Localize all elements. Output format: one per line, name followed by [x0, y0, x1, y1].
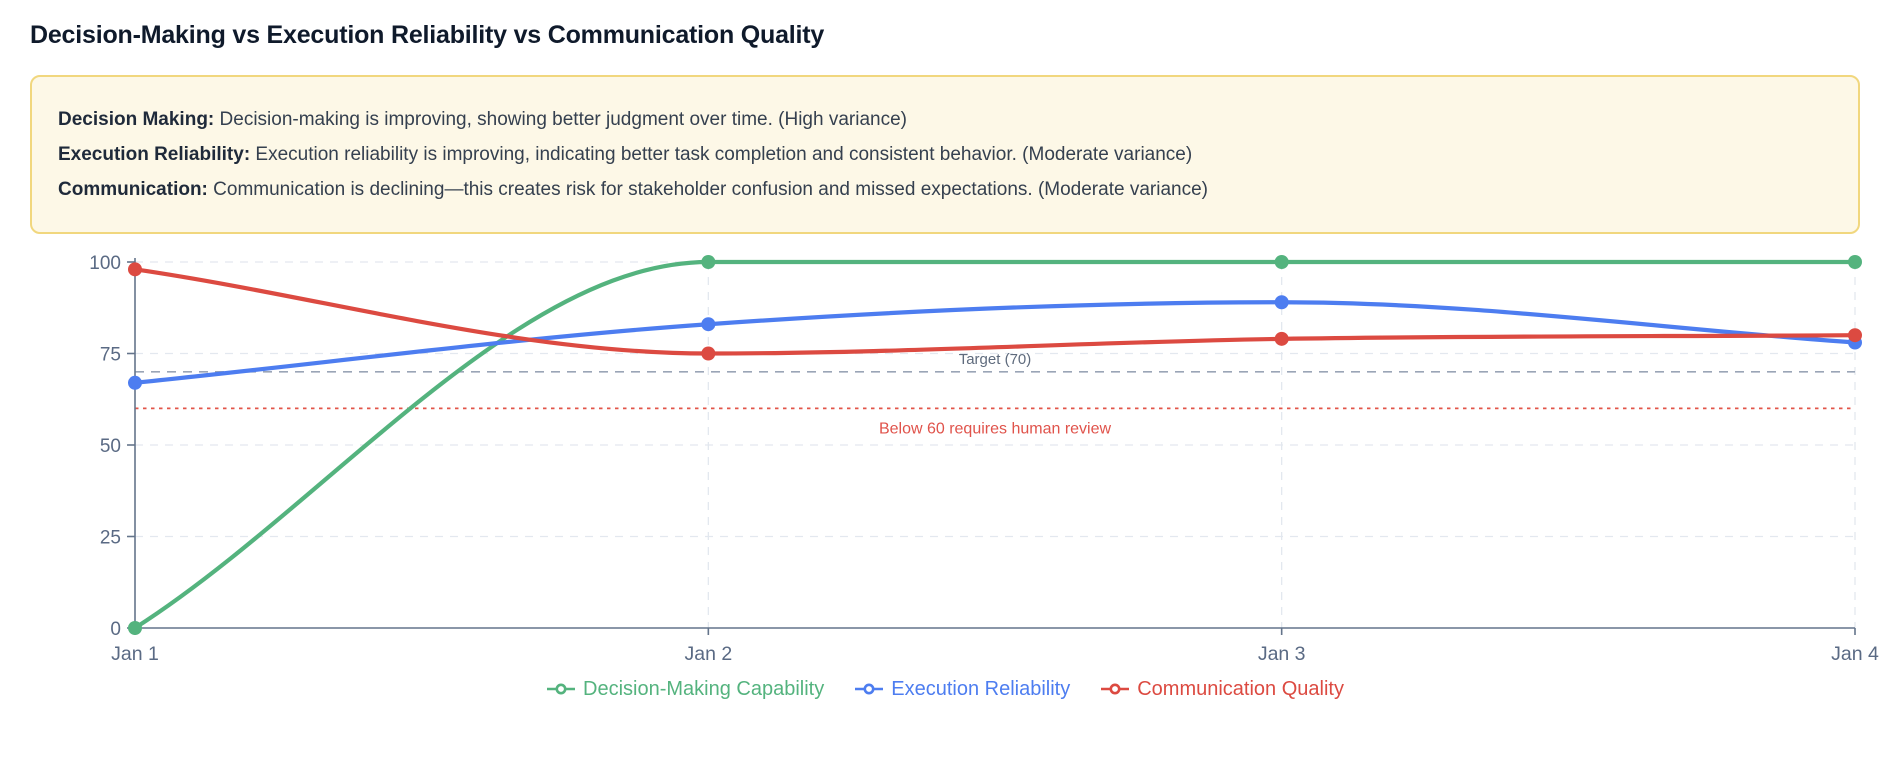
data-point[interactable] [1274, 255, 1289, 269]
legend-item-communication[interactable]: Communication Quality [1100, 676, 1344, 702]
summary-text: Execution reliability is improving, indi… [250, 144, 1193, 165]
x-tick-label: Jan 1 [111, 643, 159, 665]
summary-label: Communication: [58, 179, 208, 200]
y-tick-label: 25 [100, 528, 121, 549]
y-tick-label: 75 [100, 345, 121, 366]
summary-text: Communication is declining—this creates … [207, 179, 1208, 200]
y-tick-label: 50 [100, 436, 121, 457]
legend-label: Communication Quality [1137, 678, 1344, 700]
summary-box: Decision Making: Decision-making is impr… [30, 75, 1860, 234]
y-tick-label: 0 [110, 619, 121, 640]
reference-line-label: Target (70) [959, 351, 1032, 368]
series-line-0 [132, 259, 1858, 631]
data-point[interactable] [128, 621, 142, 635]
legend-item-decision-making[interactable]: Decision-Making Capability [546, 676, 824, 702]
data-point[interactable] [701, 317, 716, 332]
legend-item-execution-reliability[interactable]: Execution Reliability [854, 676, 1070, 702]
series-line-1 [132, 300, 1858, 385]
summary-item-execution-reliability: Execution Reliability: Execution reliabi… [58, 142, 1832, 167]
legend-label: Decision-Making Capability [583, 678, 825, 700]
summary-label: Execution Reliability: [58, 144, 251, 165]
summary-item-decision-making: Decision Making: Decision-making is impr… [58, 107, 1832, 132]
capability-chart-section: 0 25 50 75 100 Jan 1 Jan 2 Jan 3 Jan 4 Target (70… [0, 238, 1890, 702]
x-tick-label: Jan 4 [1831, 643, 1879, 665]
data-point[interactable] [1274, 295, 1289, 310]
line-marker-icon [1101, 683, 1130, 695]
summary-label: Decision Making: [58, 109, 215, 130]
series-line-2 [132, 267, 1858, 356]
page-title: Decision-Making vs Execution Reliability… [30, 21, 825, 49]
data-point[interactable] [701, 255, 716, 269]
data-point[interactable] [128, 375, 142, 390]
x-tick-label: Jan 3 [1258, 643, 1306, 665]
summary-item-communication: Communication: Communication is declinin… [58, 177, 1832, 202]
reference-line-label: Below 60 requires human review [879, 420, 1112, 437]
y-tick-label: 100 [89, 253, 121, 274]
data-point[interactable] [701, 346, 716, 361]
data-point[interactable] [1274, 331, 1289, 346]
legend-label: Execution Reliability [891, 678, 1071, 700]
data-point[interactable] [1848, 255, 1862, 269]
line-marker-icon [547, 683, 576, 695]
chart-legend: Decision-Making Capability Execution Rel… [0, 676, 1890, 702]
capability-chart[interactable]: 0 25 50 75 100 Jan 1 Jan 2 Jan 3 Jan 4 Target (70… [0, 238, 1890, 668]
data-point[interactable] [128, 262, 142, 277]
x-tick-label: Jan 2 [684, 643, 732, 665]
line-marker-icon [855, 683, 884, 695]
data-point[interactable] [1848, 328, 1862, 343]
summary-text: Decision-making is improving, showing be… [214, 109, 907, 130]
